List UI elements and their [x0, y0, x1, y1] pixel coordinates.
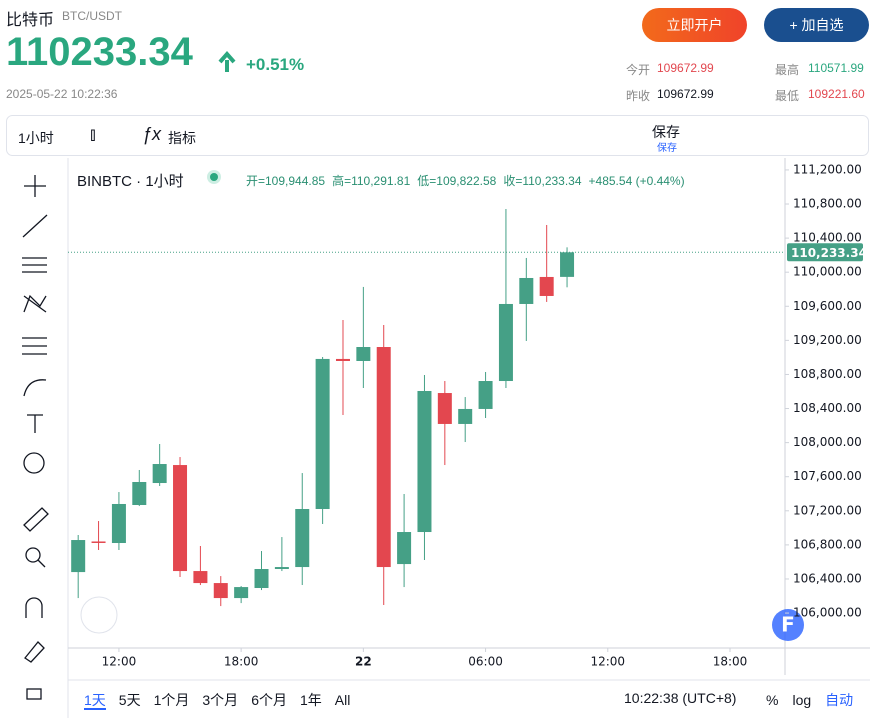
candle-body: [519, 277, 534, 304]
y-tick-label: 110,800.00: [793, 197, 862, 211]
candle-body: [111, 503, 126, 544]
candle-body: [335, 358, 350, 361]
tv-logo: [80, 596, 118, 634]
stat-label: 昨收: [626, 89, 651, 103]
symbol-title: BINBTC · 1小时: [77, 173, 184, 190]
ohlc-item: 高=110,291.81: [332, 174, 411, 188]
pair: BTC/USDT: [62, 9, 122, 23]
y-tick-label: 108,400.00: [793, 401, 862, 415]
y-tick-label: 108,000.00: [793, 435, 862, 449]
y-tick-label: 108,800.00: [793, 367, 862, 381]
candle-icon[interactable]: ⫾: [90, 124, 96, 144]
candle-body: [376, 347, 391, 568]
stat-label: 最高: [775, 63, 800, 77]
y-tick-label: 107,200.00: [793, 503, 862, 517]
save[interactable]: 保存: [652, 124, 680, 140]
range-button[interactable]: 6个月: [251, 692, 287, 708]
live-dot: [210, 173, 218, 181]
indicators[interactable]: 指标: [168, 130, 196, 146]
y-tick-label: 109,600.00: [793, 299, 862, 313]
candle-body: [274, 567, 289, 570]
y-tick-label: 110,000.00: [793, 265, 862, 279]
candle-body: [234, 587, 249, 599]
candle-body: [539, 276, 554, 296]
y-tick-label: 107,600.00: [793, 469, 862, 483]
x-tick-label: 06:00: [468, 655, 503, 669]
range-button[interactable]: All: [334, 692, 351, 708]
candle-body: [152, 464, 167, 484]
ranges: 1天 5天 1个月 3个月 6个月 1年 All: [84, 690, 363, 710]
range-button[interactable]: 1年: [299, 692, 322, 708]
candle-body: [478, 381, 493, 409]
stat-value: 109221.60: [808, 87, 865, 101]
range-button[interactable]: 1个月: [153, 692, 190, 708]
candle-body: [498, 303, 513, 382]
last-price-box: [787, 243, 863, 262]
ohlc-item: +485.54 (+0.44%): [588, 174, 685, 188]
f-letter: F: [781, 613, 795, 637]
up-arrow: [218, 50, 236, 72]
y-tick-label: 109,200.00: [793, 333, 862, 347]
change: +0.51%: [246, 55, 305, 74]
axis-option[interactable]: log: [792, 692, 812, 708]
price: 110233.34: [6, 30, 193, 74]
candle-body: [254, 569, 269, 589]
candle-body: [71, 540, 86, 573]
candle-body: [356, 347, 371, 361]
save-sub: 保存: [657, 143, 677, 154]
open-account-button[interactable]: 立即开户: [642, 8, 747, 42]
toolbar-box: [6, 115, 869, 156]
range-button[interactable]: 3个月: [202, 692, 239, 708]
ohlc-item: 收=110,233.34: [503, 174, 582, 188]
options: % log 自动: [766, 690, 867, 710]
drawing-tools: [22, 175, 49, 700]
candle-body: [417, 390, 432, 533]
ohlc-item: 开=109,944.85: [246, 174, 326, 188]
stat-label: 最低: [775, 89, 800, 103]
y-tick-label: 111,200.00: [793, 162, 862, 176]
stat-value: 109672.99: [657, 61, 714, 75]
last-price-label: 110,233.34: [791, 246, 867, 260]
y-tick-label: 106,800.00: [793, 537, 862, 551]
range-button[interactable]: 5天: [118, 692, 141, 708]
axis-option[interactable]: %: [766, 692, 779, 708]
ohlc-legend: 开=109,944.85 高=110,291.81 低=109,822.58 收=11…: [246, 172, 692, 189]
candle-body: [193, 571, 208, 584]
x-tick-label: 12:00: [102, 655, 137, 669]
axis-option[interactable]: 自动: [825, 692, 854, 708]
y-tick-label: 106,000.00: [793, 606, 862, 620]
watchlist-button[interactable]: + 加自选: [764, 8, 869, 42]
f-badge: [772, 609, 804, 641]
candle-body: [458, 408, 473, 424]
y-tick-label: 110,400.00: [793, 231, 862, 245]
candle-body: [560, 252, 575, 277]
x-tick-label: 22: [355, 655, 372, 669]
x-tick-label: 18:00: [713, 655, 748, 669]
coin-name: 比特币: [6, 12, 55, 29]
x-tick-label: 12:00: [590, 655, 625, 669]
candle-body: [315, 358, 330, 510]
candle-body: [173, 465, 188, 572]
candle-body: [213, 583, 228, 599]
interval[interactable]: 1小时: [18, 130, 54, 146]
candle-body: [397, 532, 412, 565]
fx-icon[interactable]: ƒx: [142, 124, 162, 144]
clock: 10:22:38 (UTC+8): [624, 690, 737, 706]
stat-label: 今开: [626, 63, 651, 77]
stat-value: 110571.99: [808, 61, 864, 75]
y-tick-label: 106,400.00: [793, 571, 862, 585]
candle-body: [437, 393, 452, 424]
x-tick-label: 18:00: [224, 655, 259, 669]
stat-value: 109672.99: [657, 87, 714, 101]
candle-body: [132, 481, 147, 506]
candle-body: [91, 541, 106, 543]
ohlc-item: 低=109,822.58: [417, 174, 497, 188]
range-button[interactable]: 1天: [84, 692, 106, 710]
timestamp: 2025-05-22 10:22:36: [6, 87, 118, 101]
candle-body: [295, 509, 310, 568]
